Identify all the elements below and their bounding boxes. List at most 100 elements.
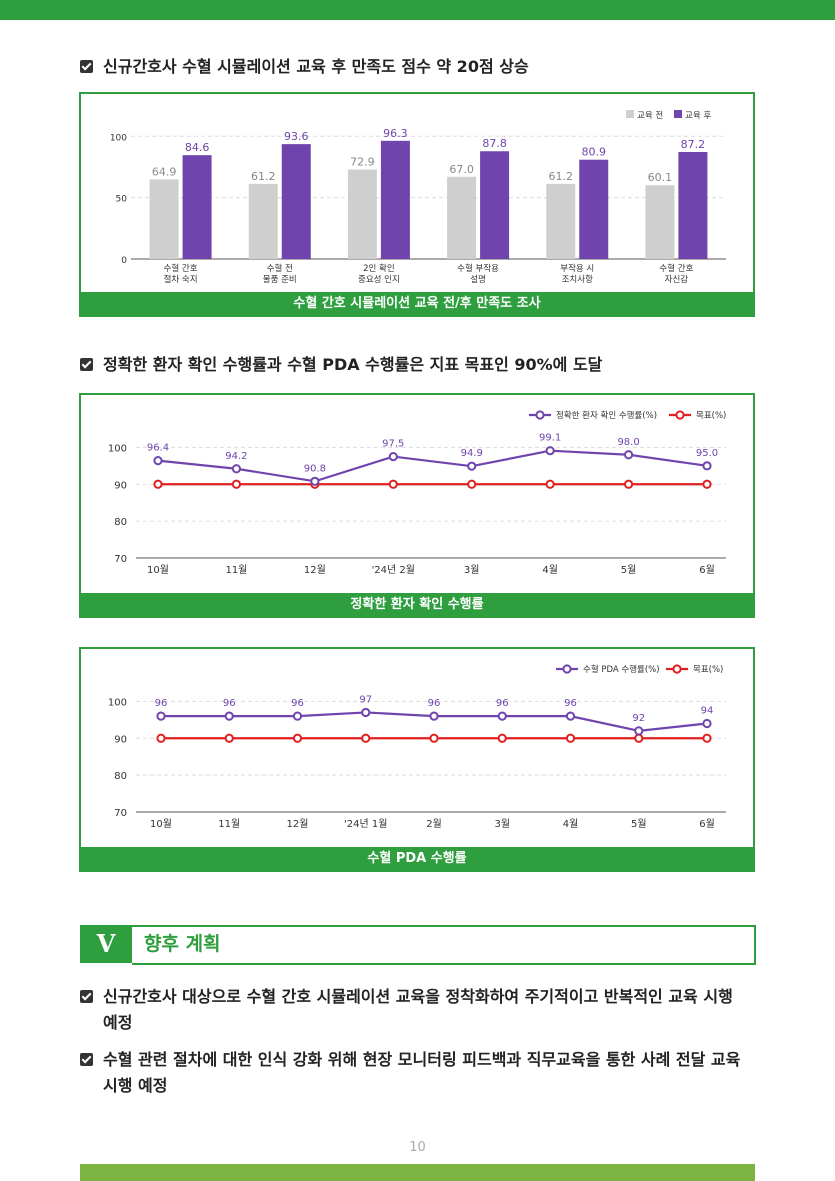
data-label: 64.9 [152,165,177,178]
data-point [156,733,166,743]
heading-performance-text: 정확한 환자 확인 수행률과 수혈 PDA 수행률은 지표 목표인 90%에 도… [103,355,603,374]
data-label: 94.9 [461,448,483,459]
plan-item: 수혈 관련 절차에 대한 인식 강화 위해 현장 모니터링 피드백과 직무교육을… [80,1047,760,1099]
legend-marker [535,410,545,420]
plan-item: 신규간호사 대상으로 수혈 간호 시뮬레이션 교육을 정착화하여 주기적이고 반… [80,984,760,1036]
y-tick-label: 100 [108,697,127,708]
bar [678,151,708,259]
data-point [545,479,555,489]
x-tick-label: 12월 [287,818,309,830]
legend-marker [562,664,572,674]
plan-item-text: 수혈 관련 절차에 대한 인식 강화 위해 현장 모니터링 피드백과 직무교육을… [103,1050,741,1069]
bar [447,176,477,259]
data-point [634,733,644,743]
bar [347,169,377,259]
data-point [388,479,398,489]
legend-label: 교육 후 [685,111,711,121]
x-tick-label: 4월 [542,564,558,576]
data-label: 80.9 [582,146,607,159]
y-tick-label: 80 [114,517,127,528]
x-tick-label: 설명 [470,274,486,285]
data-point [153,479,163,489]
x-tick-label: 절차 숙지 [164,275,198,285]
data-label: 96 [155,698,168,709]
x-tick-label: 12월 [304,564,326,576]
data-point [429,711,439,721]
legend-label: 수혈 PDA 수행률(%) [583,664,660,675]
x-tick-label: 5월 [621,564,637,576]
series-line [157,449,708,483]
data-label: 94.2 [225,451,247,462]
x-tick-label: 수혈 간호 [659,263,693,274]
data-label: 87.8 [482,137,507,150]
bar [248,183,278,259]
legend-swatch [674,110,682,118]
data-point [231,464,242,474]
data-point [702,461,712,471]
bar [149,179,179,259]
page-number: 10 [409,1140,426,1155]
y-tick-label: 70 [114,808,127,819]
checkbox-icon [80,60,93,73]
satisfaction-bar-chart: 0 50 100 64.9 84.6 수혈 간호 절차 숙지 61.2 93.6 수혈 전 물품 준… [79,92,755,317]
data-label: 92 [632,713,645,724]
data-point [231,479,242,489]
data-point [467,461,477,471]
bar [645,185,675,259]
x-tick-label: 부작용 시 [560,263,594,274]
bar [182,155,212,259]
data-point [565,733,576,743]
data-point [702,733,712,743]
heading-satisfaction: 신규간호사 수혈 시뮬레이션 교육 후 만족도 점수 약 20점 상승 [80,54,529,80]
y-tick-label: 70 [114,554,127,565]
bar [579,159,609,259]
data-point [429,733,439,743]
legend-label: 정확한 환자 확인 수행률(%) [556,410,657,421]
pda-line-chart: 70 80 90 100 10월 11월 12월 '24년 1월 2월 3월 4월 5월 6월 96 96 9… [79,647,755,872]
x-tick-label: 3월 [464,564,480,576]
legend-label: 목표(%) [696,411,726,421]
x-tick-label: 자신감 [665,274,689,285]
heading-performance: 정확한 환자 확인 수행률과 수혈 PDA 수행률은 지표 목표인 90%에 도… [80,352,602,378]
chart-caption: 정확한 환자 확인 수행률 [81,593,753,616]
chart-caption: 수혈 간호 시뮬레이션 교육 전/후 만족도 조사 [81,292,753,315]
plan-item-text: 신규간호사 대상으로 수혈 간호 시뮬레이션 교육을 정착화하여 주기적이고 반… [103,987,733,1006]
bar [380,140,410,259]
x-tick-label: 2월 [426,818,442,830]
line-chart-svg: 70 80 90 100 10월 11월 12월 '24년 2월 3월 4월 5월 6월 96.4 94.… [108,410,726,576]
x-tick-label: 10월 [147,564,169,576]
data-label: 95.0 [696,448,718,459]
data-point [623,479,634,489]
data-label: 87.2 [681,138,706,151]
data-label: 90.8 [304,463,326,474]
x-tick-label: 6월 [699,818,715,830]
section-frame [132,925,756,965]
data-label: 93.6 [284,130,309,143]
data-point [224,733,234,743]
data-label: 97.5 [382,439,404,450]
y-tick-label: 50 [116,195,128,205]
x-tick-label: 10월 [150,818,172,830]
checkbox-icon [80,358,93,371]
data-label: 99.1 [539,433,561,444]
legend-label: 목표(%) [693,665,723,675]
data-label: 96 [291,698,304,709]
x-tick-label: 6월 [699,564,715,576]
data-label: 96 [564,698,577,709]
data-label: 97 [359,694,372,705]
y-tick-label: 0 [121,256,127,266]
legend-marker [672,664,682,674]
data-point [467,479,477,489]
data-label: 98.0 [617,437,639,448]
data-label: 84.6 [185,141,210,154]
data-point [361,733,371,743]
x-tick-label: '24년 2월 [372,564,415,576]
x-tick-label: 수혈 간호 [164,263,198,274]
section-header: V 향후 계획 [80,925,756,965]
x-tick-label: 중요성 인지 [358,274,400,285]
data-point [361,707,371,718]
checkbox-icon [80,990,93,1003]
data-point [497,733,507,743]
data-label: 61.2 [251,170,276,183]
bottom-accent-bar [80,1164,755,1181]
